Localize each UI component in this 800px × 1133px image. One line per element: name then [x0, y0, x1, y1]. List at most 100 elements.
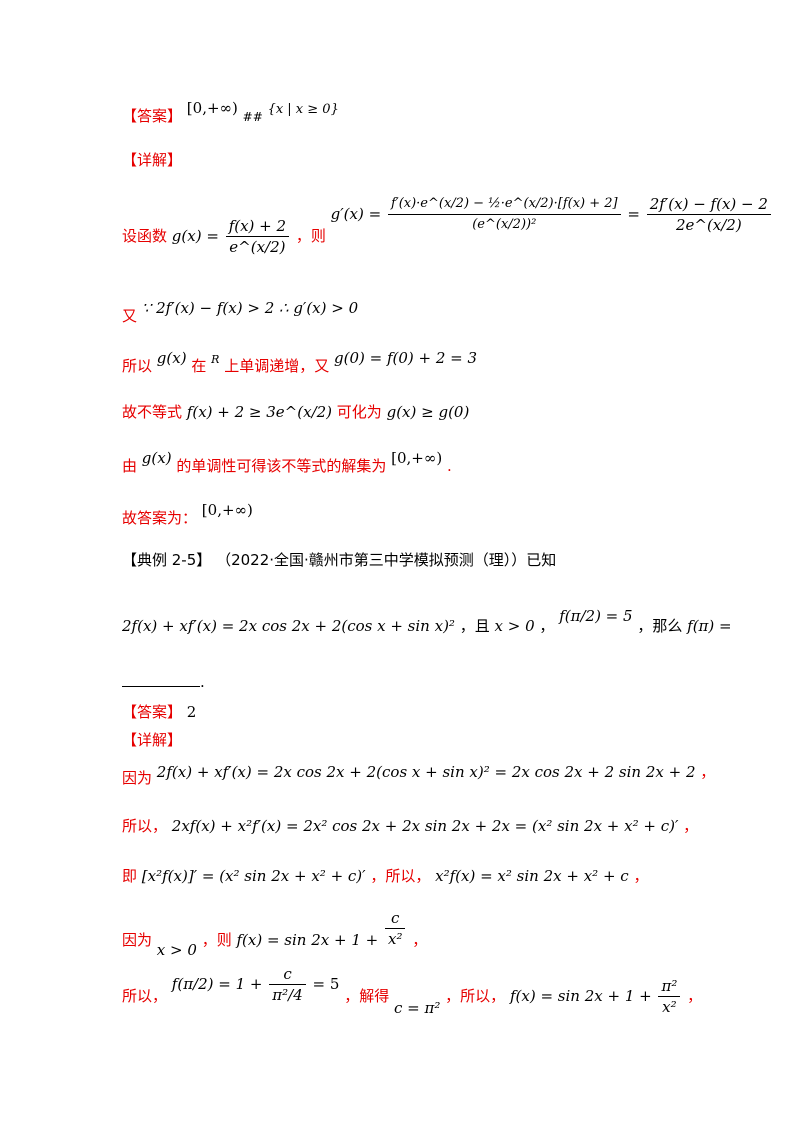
line2-math: ∵ 2f′(x) − f(x) > 2 ∴ g′(x) > 0	[141, 299, 359, 317]
derivation-line-2: 又 ∵ 2f′(x) − f(x) > 2 ∴ g′(x) > 0	[122, 298, 359, 325]
s3-lead: 即	[122, 867, 138, 885]
given-then: ，那么	[637, 617, 683, 635]
s4-fraction: c x²	[385, 908, 406, 949]
s4-cond: x > 0	[156, 940, 197, 959]
example-tag: 【典例 2-5】	[122, 551, 212, 569]
line1-then: ，则	[295, 226, 326, 245]
s5-math2: f(x) = sin 2x + 1 +	[509, 986, 652, 1005]
s5-den: π²/4	[272, 986, 303, 1004]
solution-line-2: 所以， 2xf(x) + x²f′(x) = 2x² cos 2x + 2x s…	[122, 816, 698, 836]
line3-mid: 在	[191, 357, 207, 375]
detail-tag-2: 【详解】	[122, 731, 183, 749]
line1-g-num: f(x) + 2	[225, 216, 290, 237]
s5-eq: = 5	[312, 974, 340, 993]
detail-tag: 【详解】	[122, 151, 183, 169]
line1-gp: g′(x) =	[330, 204, 382, 223]
derivation-line-5: 由 g(x) 的单调性可得该不等式的解集为 [0,+∞) .	[122, 448, 452, 475]
solution-line-1: 因为 2f(x) + xf′(x) = 2x cos 2x + 2(cos x …	[122, 762, 716, 787]
answer-tag: 【答案】	[122, 107, 183, 125]
line1-g-fraction: f(x) + 2 e^(x/2)	[225, 216, 290, 257]
example-heading: 【典例 2-5】 （2022·全国·赣州市第三中学模拟预测（理））已知	[122, 550, 556, 570]
s5-mid2: ，所以，	[445, 986, 506, 1005]
s2-lead: 所以，	[122, 817, 168, 835]
derivation-line-3: 所以 g(x) 在 R 上单调递增，又 g(0) = f(0) + 2 = 3	[122, 348, 477, 375]
line1-eq2-fraction: 2f′(x) − f(x) − 2 2e^(x/2)	[646, 194, 771, 235]
s4-math: f(x) = sin 2x + 1 +	[236, 930, 379, 949]
answer-blank	[122, 672, 200, 687]
given-math: 2f(x) + xf′(x) = 2x cos 2x + 2(cos x + s…	[122, 617, 455, 635]
given-line: 2f(x) + xf′(x) = 2x cos 2x + 2(cos x + s…	[122, 606, 732, 646]
s5-num: c	[269, 964, 306, 985]
s5-fraction2: π² x²	[658, 976, 681, 1017]
line4-lead: 故不等式	[122, 403, 183, 421]
s4-mid: ，则	[201, 930, 232, 949]
s5-den2: x²	[662, 998, 677, 1016]
line1-gp-fraction: f′(x)·e^(x/2) − ½·e^(x/2)·[f(x) + 2] (e^…	[387, 194, 621, 235]
blank-end: .	[200, 673, 205, 691]
given-ask: f(π) =	[687, 617, 732, 635]
answer-alt: {x | x ≥ 0}	[267, 102, 339, 117]
line1-gp-num: f′(x)·e^(x/2) − ½·e^(x/2)·[f(x) + 2]	[387, 194, 621, 215]
line4-math: f(x) + 2 ≥ 3e^(x/2)	[186, 403, 333, 421]
answer-tag-2: 【答案】	[122, 703, 183, 721]
given-cond1: ，且	[459, 617, 490, 635]
s5-mid: ，解得	[344, 986, 390, 1005]
s4-lead: 因为	[122, 930, 153, 949]
line3-text: 上单调递增，又	[224, 357, 330, 375]
line5-g: g(x)	[141, 449, 172, 467]
answer-line-2: 【答案】 2	[122, 702, 196, 722]
s3-mid: ，所以，	[370, 867, 431, 885]
s3-end: ，	[633, 867, 649, 885]
s5-end: ，	[687, 986, 703, 1005]
solution-line-5: 所以， f(π/2) = 1 + c π²/4 = 5 ，解得 c = π² ，…	[122, 964, 703, 1017]
line1-eq2-num: 2f′(x) − f(x) − 2	[646, 194, 771, 215]
s5-math: f(π/2) = 1 +	[171, 974, 263, 993]
s2-end: ，	[683, 817, 699, 835]
s1-math: 2f(x) + xf′(x) = 2x cos 2x + 2(cos x + s…	[156, 763, 696, 781]
solution-line-4: 因为 x > 0 ，则 f(x) = sin 2x + 1 + c x² ，	[122, 908, 428, 959]
s1-end: ，	[700, 763, 716, 781]
s5-num2: π²	[658, 976, 681, 997]
solution-line-3: 即 [x²f(x)]′ = (x² sin 2x + x² + c)′ ，所以，…	[122, 866, 648, 886]
line4-mid: 可化为	[336, 403, 382, 421]
line1-lead: 设函数	[122, 226, 168, 245]
line3-g: g(x)	[156, 349, 187, 367]
line6-lead: 故答案为：	[122, 509, 198, 527]
s4-end: ，	[412, 930, 428, 949]
example-source: （2022·全国·赣州市第三中学模拟预测（理））已知	[216, 551, 557, 569]
s1-lead: 因为	[122, 769, 153, 787]
derivation-line-1: 设函数 g(x) = f(x) + 2 e^(x/2) ，则 g′(x) = f…	[122, 194, 773, 257]
s5-lead: 所以，	[122, 986, 168, 1005]
line1-eq2-den: 2e^(x/2)	[675, 216, 742, 234]
line5-lead: 由	[122, 457, 138, 475]
line3-lead: 所以	[122, 357, 153, 375]
s4-den: x²	[388, 930, 403, 948]
s3-math2: x²f(x) = x² sin 2x + x² + c	[435, 867, 629, 885]
line5-text: 的单调性可得该不等式的解集为	[176, 457, 387, 475]
line1-g-den: e^(x/2)	[229, 238, 286, 256]
s5-c: c = π²	[394, 998, 441, 1017]
answer-value-2: 2	[186, 703, 197, 721]
line5-end: .	[447, 457, 452, 475]
line2-lead: 又	[122, 307, 138, 325]
s2-math: 2xf(x) + x²f′(x) = 2x² cos 2x + 2x sin 2…	[171, 817, 679, 835]
line3-R: R	[211, 353, 220, 366]
detail-heading-1: 【详解】	[122, 150, 182, 170]
s5-fraction: c π²/4	[269, 964, 306, 1005]
derivation-line-6: 故答案为： [0,+∞)	[122, 500, 253, 527]
line4-math2: g(x) ≥ g(0)	[386, 403, 470, 421]
line5-math: [0,+∞)	[391, 449, 443, 467]
detail-heading-2: 【详解】	[122, 730, 182, 750]
given-f-pi2: f(π/2) = 5	[559, 607, 633, 625]
given-cond3: ，	[539, 617, 555, 635]
answer-line-1: 【答案】 [0,+∞) ## {x | x ≥ 0}	[122, 99, 339, 128]
line1-gp-den: (e^(x/2))²	[472, 217, 537, 232]
answer-sep: ##	[242, 110, 263, 124]
s4-num: c	[385, 908, 406, 929]
line6-math: [0,+∞)	[201, 501, 253, 519]
answer-blank-line: .	[122, 672, 205, 692]
given-cond2: x > 0	[494, 617, 535, 635]
line1-g: g(x) =	[171, 226, 219, 245]
s3-math: [x²f(x)]′ = (x² sin 2x + x² + c)′	[141, 867, 366, 885]
answer-math: [0,+∞)	[186, 99, 238, 117]
